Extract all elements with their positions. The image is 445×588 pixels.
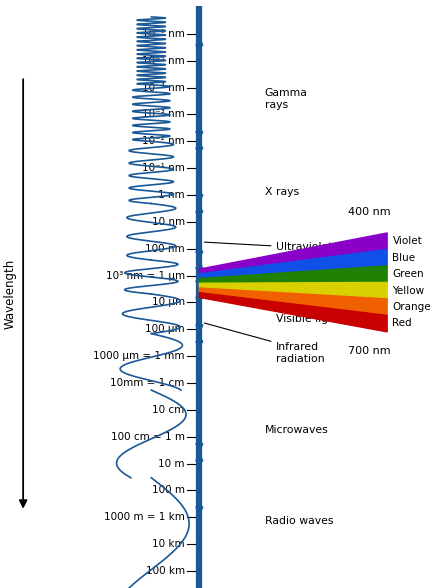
Text: 10mm = 1 cm: 10mm = 1 cm — [110, 378, 185, 388]
Text: 10 km: 10 km — [152, 539, 185, 549]
Text: 10 nm: 10 nm — [152, 217, 185, 227]
Text: 10³ nm = 1 μm: 10³ nm = 1 μm — [105, 270, 185, 280]
Text: 100 m: 100 m — [152, 486, 185, 496]
Text: Wavelength: Wavelength — [3, 259, 16, 329]
Text: 10⁻² nm: 10⁻² nm — [142, 136, 185, 146]
Text: 1000 μm = 1 mm: 1000 μm = 1 mm — [93, 351, 185, 361]
Text: Green: Green — [392, 269, 424, 279]
Polygon shape — [199, 288, 387, 315]
Text: 10⁻¹ nm: 10⁻¹ nm — [142, 163, 185, 173]
Polygon shape — [199, 249, 387, 279]
Text: 100 μm: 100 μm — [145, 325, 185, 335]
Text: Yellow: Yellow — [392, 286, 425, 296]
Text: Blue: Blue — [392, 253, 416, 263]
Text: 10⁻⁴ nm: 10⁻⁴ nm — [142, 83, 185, 93]
Text: 10⁻³ nm: 10⁻³ nm — [142, 109, 185, 119]
Text: 100 nm: 100 nm — [145, 244, 185, 254]
Text: 100 km: 100 km — [146, 566, 185, 576]
Text: Gamma
rays: Gamma rays — [265, 88, 307, 110]
Text: Ultraviolet
radiation: Ultraviolet radiation — [276, 242, 332, 264]
Polygon shape — [199, 233, 387, 274]
Text: Radio waves: Radio waves — [265, 516, 333, 526]
Text: 10⁻⁵ nm: 10⁻⁵ nm — [142, 56, 185, 66]
Text: Red: Red — [392, 318, 412, 329]
Polygon shape — [199, 266, 387, 283]
Text: Microwaves: Microwaves — [265, 425, 328, 435]
Text: 10 m: 10 m — [158, 459, 185, 469]
Text: Violet: Violet — [392, 236, 422, 246]
Polygon shape — [199, 293, 387, 332]
Text: 10 cm: 10 cm — [153, 405, 185, 415]
Polygon shape — [199, 282, 387, 299]
Text: 400 nm: 400 nm — [348, 207, 391, 217]
Text: 1 nm: 1 nm — [158, 190, 185, 200]
Text: 1000 m = 1 km: 1000 m = 1 km — [104, 512, 185, 522]
Text: 700 nm: 700 nm — [348, 346, 391, 356]
Text: Visible light: Visible light — [276, 315, 339, 325]
Text: 10 μm: 10 μm — [152, 298, 185, 308]
Text: Orange: Orange — [392, 302, 431, 312]
Text: 10⁻⁶ nm: 10⁻⁶ nm — [142, 29, 185, 39]
Text: X rays: X rays — [265, 187, 299, 197]
Text: Infrared
radiation: Infrared radiation — [276, 342, 324, 363]
Text: 100 cm = 1 m: 100 cm = 1 m — [111, 432, 185, 442]
